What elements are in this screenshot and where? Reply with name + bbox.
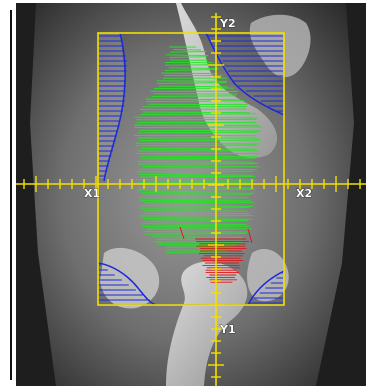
contour-line [141, 223, 247, 225]
contour-line [142, 192, 255, 194]
contour-line [134, 116, 258, 119]
panel-left-border [10, 10, 12, 380]
contour-line [142, 218, 252, 220]
contour-line [247, 228, 253, 244]
mlc-boundary-right [205, 33, 284, 116]
contour-line [168, 67, 219, 69]
contour-line [139, 173, 252, 176]
contour-line [140, 147, 256, 150]
jaw-label-x2: X2 [296, 187, 312, 200]
contour-line [145, 219, 248, 222]
jaw-label-y1: Y1 [219, 323, 236, 336]
contour-line [138, 186, 252, 189]
contour-line [151, 236, 244, 239]
mlc-leaves-bottom-left [99, 264, 150, 301]
crosshair-ticks-horizontal [23, 176, 361, 192]
contour-line [161, 72, 218, 75]
mlc-leaves-bottom-right [248, 272, 283, 304]
contour-line [136, 160, 255, 163]
contour-line [139, 155, 259, 158]
structure-contour-red [179, 226, 253, 283]
field-edge[interactable] [97, 32, 285, 306]
contour-line [136, 144, 257, 147]
mlc-boundary-bottom-right [247, 270, 284, 305]
contour-line [140, 175, 256, 178]
field-content [98, 33, 284, 305]
contour-line [144, 231, 250, 233]
bev-canvas[interactable]: Y2 Y1 X1 X2 [16, 3, 366, 386]
contour-line [153, 87, 234, 90]
mlc-leaves-right [207, 35, 283, 112]
contour-line [166, 249, 228, 252]
structure-contour-green [133, 46, 263, 253]
contour-line [138, 162, 258, 165]
contour-line [140, 113, 256, 116]
image-panel[interactable]: Y2 Y1 X1 X2 [16, 3, 366, 386]
crosshair-ticks-vertical [208, 16, 224, 378]
contour-line [166, 251, 229, 253]
contour-line [135, 142, 261, 145]
crosshair [16, 13, 366, 386]
contour-line [137, 131, 258, 134]
contour-line [134, 126, 263, 129]
contour-line [145, 98, 239, 101]
contour-line [151, 95, 236, 97]
contour-line [156, 82, 226, 84]
contour-line [170, 51, 207, 53]
contour-line [142, 111, 250, 114]
contour-line [179, 226, 185, 240]
contour-line [143, 201, 254, 204]
anatomy-bone-lower-center [166, 261, 248, 386]
contour-line [139, 129, 262, 132]
contour-line [141, 157, 255, 160]
mlc-boundary-left [103, 33, 126, 182]
mlc-boundary-bottom-left [98, 262, 157, 305]
contour-line [166, 54, 209, 57]
jaw-label-y2: Y2 [219, 17, 236, 30]
contour-line [137, 170, 254, 173]
contour-line [139, 205, 253, 207]
contour-line [139, 207, 250, 209]
contour-line [144, 232, 247, 235]
contour-line [165, 246, 231, 248]
contour-line [146, 100, 245, 103]
contour-line [164, 69, 218, 71]
contour-line [169, 56, 207, 58]
jaw-label-x1: X1 [84, 187, 100, 200]
